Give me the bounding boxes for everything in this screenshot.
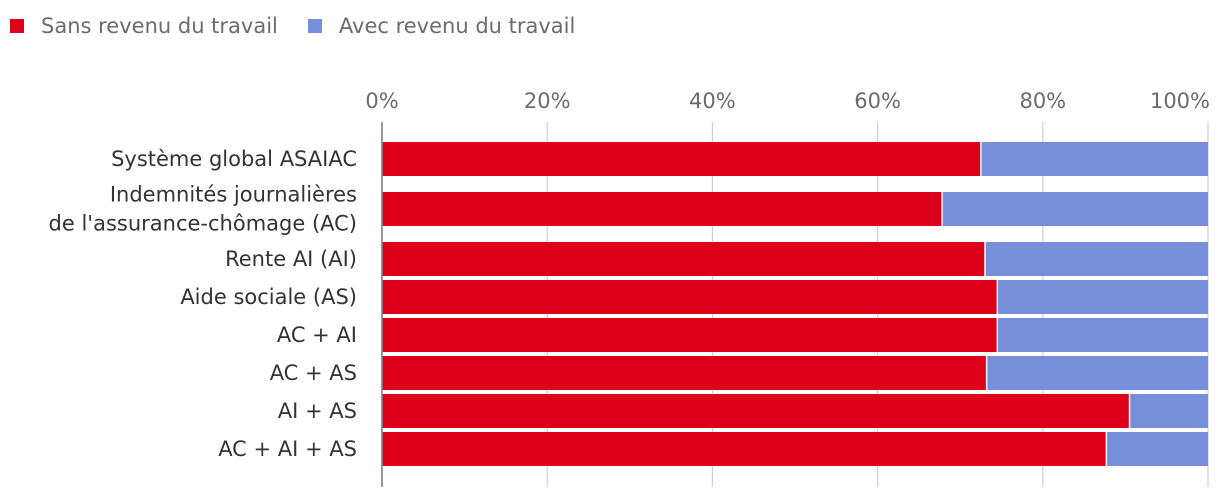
x-tick-label-20: 20% <box>524 89 571 113</box>
x-tick-label-0: 0% <box>365 89 398 113</box>
bar-avec-revenu-6 <box>1129 394 1208 428</box>
legend-label-avec-revenu: Avec revenu du travail <box>338 14 576 38</box>
bar-sans-revenu-4 <box>382 318 998 352</box>
legend-item-sans-revenu[interactable]: Sans revenu du travail <box>10 14 278 38</box>
category-label-1-line-1: de l'assurance-chômage (AC) <box>49 212 357 236</box>
legend-swatch-sans-revenu <box>10 19 24 33</box>
bar-sans-revenu-0 <box>382 142 981 176</box>
bar-avec-revenu-7 <box>1106 432 1208 466</box>
x-tick-label-100: 100% <box>1150 89 1210 113</box>
category-label-2: Rente AI (AI) <box>225 247 357 271</box>
bar-avec-revenu-3 <box>997 280 1208 314</box>
bar-avec-revenu-5 <box>986 356 1208 390</box>
bar-avec-revenu-0 <box>980 142 1208 176</box>
x-tick-label-80: 80% <box>1019 89 1066 113</box>
category-label-4: AC + AI <box>277 323 357 347</box>
category-label-0: Système global ASAIAC <box>111 147 357 171</box>
bar-avec-revenu-4 <box>997 318 1208 352</box>
category-label-6: AI + AS <box>278 399 357 423</box>
bar-sans-revenu-2 <box>382 242 985 276</box>
bar-sans-revenu-3 <box>382 280 998 314</box>
category-label-1-line-0: Indemnités journalières <box>110 183 357 207</box>
bar-sans-revenu-6 <box>382 394 1130 428</box>
legend-label-sans-revenu: Sans revenu du travail <box>41 14 278 38</box>
legend: Sans revenu du travail Avec revenu du tr… <box>10 14 605 38</box>
bar-avec-revenu-1 <box>942 192 1208 226</box>
legend-swatch-avec-revenu <box>307 19 322 33</box>
x-tick-label-60: 60% <box>854 89 901 113</box>
category-label-5: AC + AS <box>270 361 357 385</box>
x-tick-label-40: 40% <box>689 89 736 113</box>
bar-avec-revenu-2 <box>984 242 1208 276</box>
legend-item-avec-revenu[interactable]: Avec revenu du travail <box>307 14 576 38</box>
category-label-7: AC + AI + AS <box>218 437 357 461</box>
bar-sans-revenu-5 <box>382 356 987 390</box>
bar-sans-revenu-1 <box>382 192 943 226</box>
category-label-3: Aide sociale (AS) <box>180 285 357 309</box>
bar-sans-revenu-7 <box>382 432 1107 466</box>
